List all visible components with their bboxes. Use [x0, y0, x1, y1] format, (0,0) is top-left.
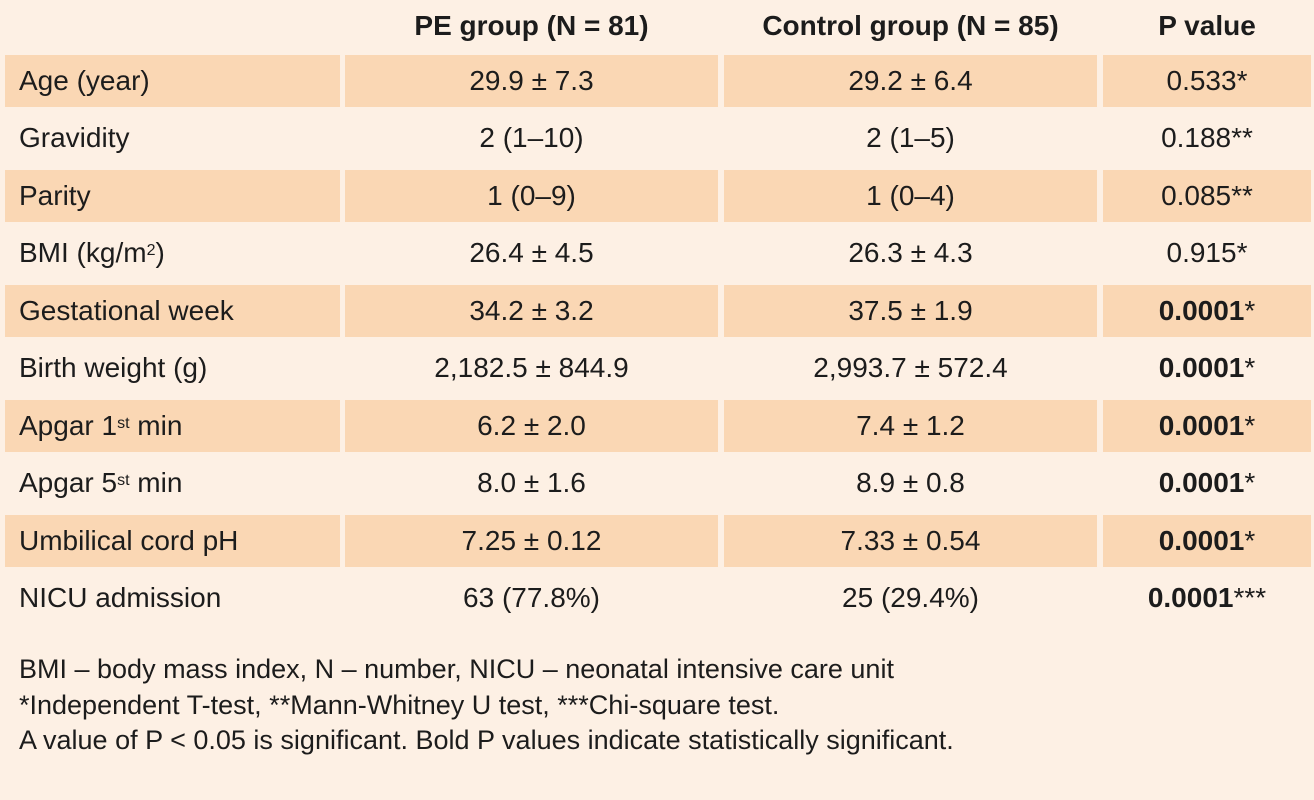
p-value-cell: 0.0001 *: [1103, 343, 1311, 395]
row-label: Birth weight (g): [19, 352, 208, 384]
control-group-value: 2,993.7 ± 572.4: [813, 352, 1008, 384]
header-cell-p-value: P value: [1158, 10, 1256, 41]
p-value-test-marker: *: [1244, 294, 1256, 326]
p-value: 0.0001: [1147, 582, 1234, 614]
row-label-cell: Gravidity: [5, 113, 340, 165]
p-value: 0.085: [1161, 179, 1232, 211]
p-value-test-marker: **: [1231, 179, 1253, 211]
table-row: Umbilical cord pH 7.25 ± 0.12 7.33 ± 0.54 0…: [0, 512, 1314, 570]
table-row: Age (year) 29.9 ± 7.3 29.2 ± 6.4 0.533 *: [0, 52, 1314, 110]
pe-group-value: 34.2 ± 3.2: [345, 285, 718, 337]
control-group-value: 37.5 ± 1.9: [724, 285, 1097, 337]
p-value: 0.915: [1166, 237, 1237, 269]
row-label: Apgar 5: [19, 467, 118, 499]
row-label-cell: Gestational week: [5, 285, 340, 337]
row-label: Age (year): [19, 64, 150, 96]
p-value-test-marker: *: [1236, 237, 1248, 269]
pe-group-value: 63 (77.8%): [463, 582, 600, 614]
row-label: NICU admission: [19, 582, 222, 614]
header-cell-pe-group: PE group (N = 81): [414, 10, 649, 41]
table-notes: BMI – body mass index, N – number, NICU …: [19, 652, 954, 759]
row-label-cell: Age (year): [5, 55, 340, 107]
row-label-cell: NICU admission: [5, 573, 340, 625]
control-group-value: 29.2 ± 6.4: [724, 55, 1097, 107]
control-group-value: 2 (1–5): [866, 122, 955, 154]
row-label-suffix: ): [155, 237, 165, 269]
table-row: Gestational week 34.2 ± 3.2 37.5 ± 1.9 0.00…: [0, 282, 1314, 340]
control-group-value: 7.33 ± 0.54: [724, 515, 1097, 567]
pe-group-value: 8.0 ± 1.6: [477, 467, 586, 499]
p-value: 0.533: [1166, 64, 1237, 96]
table-row: NICU admission 63 (77.8%) 25 (29.4%) 0.0001…: [0, 570, 1314, 628]
p-value-cell: 0.0001 *: [1103, 400, 1311, 452]
pe-group-value: 6.2 ± 2.0: [345, 400, 718, 452]
p-value-cell: 0.085 **: [1103, 170, 1311, 222]
table-header-row: PE group (N = 81) Control group (N = 85)…: [0, 0, 1314, 52]
p-value-test-marker: *: [1244, 409, 1256, 441]
control-group-value: 1 (0–4): [724, 170, 1097, 222]
row-label: Apgar 1: [19, 409, 118, 441]
control-group-value: 8.9 ± 0.8: [856, 467, 965, 499]
pe-group-value: 29.9 ± 7.3: [345, 55, 718, 107]
p-value-test-marker: **: [1231, 122, 1253, 154]
row-label-suffix: min: [129, 467, 183, 499]
row-label: Gravidity: [19, 122, 130, 154]
pe-group-value: 2,182.5 ± 844.9: [434, 352, 629, 384]
p-value-cell: 0.915 *: [1103, 228, 1311, 280]
table-row: Birth weight (g) 2,182.5 ± 844.9 2,993.7 ±…: [0, 340, 1314, 398]
p-value-cell: 0.0001 *: [1103, 285, 1311, 337]
pe-group-value: 26.4 ± 4.5: [469, 237, 594, 269]
data-table: PE group (N = 81) Control group (N = 85)…: [0, 0, 1314, 627]
p-value-cell: 0.188 **: [1103, 113, 1311, 165]
table-row: BMI (kg/m 2) 26.4 ± 4.5 26.3 ± 4.3 0.915 *: [0, 225, 1314, 283]
table-row: Parity 1 (0–9) 1 (0–4) 0.085 **: [0, 167, 1314, 225]
row-label: BMI (kg/m: [19, 237, 147, 269]
table-row: Gravidity 2 (1–10) 2 (1–5) 0.188 **: [0, 110, 1314, 168]
p-value: 0.0001: [1158, 294, 1245, 326]
p-value: 0.0001: [1158, 467, 1245, 499]
header-cell-control-group: Control group (N = 85): [762, 10, 1059, 41]
p-value-test-marker: *: [1244, 467, 1256, 499]
row-label-cell: Umbilical cord pH: [5, 515, 340, 567]
p-value: 0.0001: [1158, 409, 1245, 441]
row-label: Parity: [19, 179, 91, 211]
p-value-test-marker: *: [1244, 524, 1256, 556]
row-label-cell: BMI (kg/m 2): [19, 237, 165, 269]
pe-group-value: 7.25 ± 0.12: [345, 515, 718, 567]
row-label-suffix: min: [129, 409, 183, 441]
p-value-test-marker: *: [1244, 352, 1256, 384]
pe-group-value: 1 (0–9): [345, 170, 718, 222]
p-value-test-marker: *: [1236, 64, 1248, 96]
p-value-cell: 0.0001 ***: [1103, 573, 1311, 625]
p-value-cell: 0.0001 *: [1103, 515, 1311, 567]
control-group-value: 25 (29.4%): [842, 582, 979, 614]
row-label-cell: Parity: [5, 170, 340, 222]
p-value-cell: 0.0001 *: [1103, 458, 1311, 510]
row-label: Umbilical cord pH: [19, 524, 239, 556]
note-tests: *Independent T-test, **Mann-Whitney U te…: [19, 689, 780, 720]
note-significance: A value of P < 0.05 is significant. Bold…: [19, 725, 954, 755]
pe-group-value: 2 (1–10): [479, 122, 584, 154]
p-value-test-marker: ***: [1233, 582, 1267, 614]
control-group-value: 7.4 ± 1.2: [724, 400, 1097, 452]
control-group-value: 26.3 ± 4.3: [848, 237, 973, 269]
p-value: 0.0001: [1158, 524, 1245, 556]
p-value: 0.188: [1161, 122, 1232, 154]
p-value-cell: 0.533 *: [1103, 55, 1311, 107]
table-body: Age (year) 29.9 ± 7.3 29.2 ± 6.4 0.533 * Grav…: [0, 52, 1314, 627]
row-label-cell: Birth weight (g): [5, 343, 340, 395]
row-label: Gestational week: [19, 294, 234, 326]
note-abbreviations: BMI – body mass index, N – number, NICU …: [19, 654, 894, 684]
header-cell-label: [5, 0, 340, 52]
p-value: 0.0001: [1158, 352, 1245, 384]
